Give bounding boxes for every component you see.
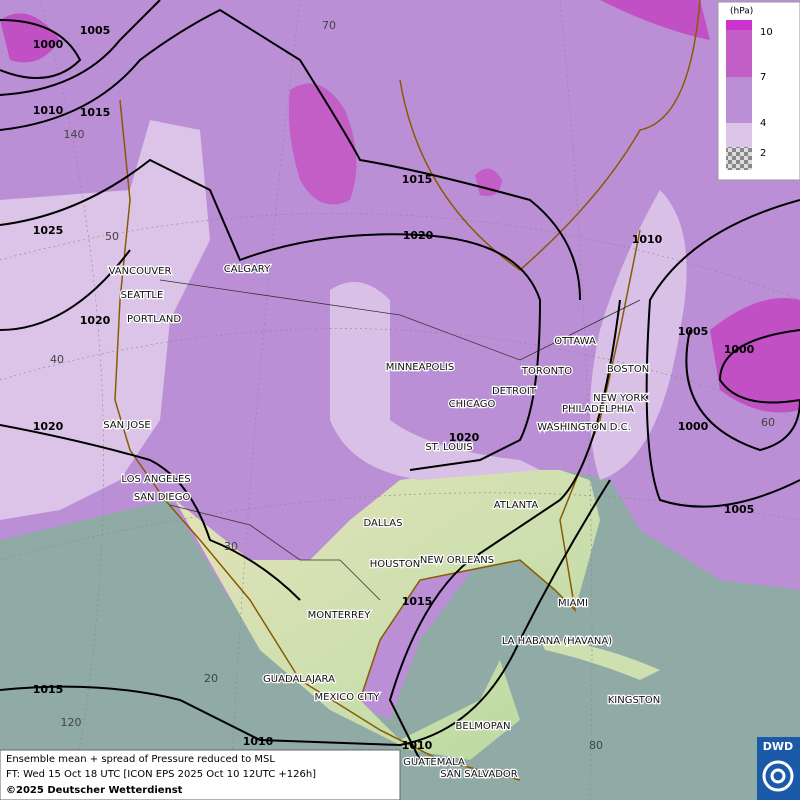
- isobars: [0, 0, 800, 761]
- isobar-label: 1000: [33, 38, 64, 51]
- city-label: KINGSTON: [608, 695, 661, 706]
- coastlines: [114, 0, 701, 781]
- isobar-label: 1025: [33, 224, 64, 237]
- high-spread: [475, 168, 502, 196]
- legend-level: 7: [760, 72, 766, 83]
- legend-level: 4: [760, 118, 766, 129]
- graticule-label: 20: [204, 672, 218, 685]
- city-label: PORTLAND: [127, 314, 181, 325]
- city-label: LA HABANA (HAVANA): [502, 636, 612, 647]
- cuba: [540, 640, 660, 680]
- low-spread-east: [590, 190, 687, 480]
- city-label: HOUSTON: [370, 559, 421, 570]
- borders: [159, 279, 641, 601]
- isobar-label: 1000: [678, 420, 709, 433]
- isobar-label: 1020: [80, 314, 111, 327]
- city-label: GUADALAJARA: [263, 674, 335, 685]
- graticule-label: 60: [761, 416, 775, 429]
- city-label: CHICAGO: [449, 399, 496, 410]
- legend-swatch: [726, 20, 752, 30]
- city-label: ST. LOUIS: [425, 442, 472, 453]
- low-spread-west: [0, 120, 210, 520]
- city-label: MIAMI: [558, 598, 588, 609]
- city-label: VANCOUVER: [109, 266, 172, 277]
- low-spread-central: [330, 282, 540, 480]
- high-spread: [710, 298, 800, 413]
- ocean: [0, 470, 800, 800]
- isobar-label: 1015: [402, 173, 433, 186]
- isobar-label: 1010: [243, 735, 274, 748]
- graticule-label: 50: [105, 230, 119, 243]
- legend-swatch: [726, 77, 752, 123]
- high-spread: [0, 13, 60, 63]
- caption-time: FT: Wed 15 Oct 18 UTC [ICON EPS 2025 Oct…: [6, 769, 316, 780]
- city-label: CALGARY: [224, 264, 271, 275]
- legend: (hPa): [717, 1, 800, 181]
- graticule-label: 120: [61, 716, 82, 729]
- isobar-label: 1010: [402, 739, 433, 752]
- isobar-label: 1015: [33, 683, 64, 696]
- logo-text: DWD: [763, 740, 793, 753]
- isobar-label: 1005: [80, 24, 111, 37]
- high-spread: [288, 83, 357, 205]
- city-label: SAN JOSE: [103, 420, 151, 431]
- city-label: BELMOPAN: [456, 721, 511, 732]
- city-label: MONTERREY: [308, 610, 372, 621]
- caption-box: [0, 749, 401, 800]
- legend-swatch: [726, 147, 752, 170]
- graticule-label: 30: [224, 540, 238, 553]
- city-label: OTTAWA: [554, 336, 596, 347]
- caption-title: Ensemble mean + spread of Pressure reduc…: [6, 754, 275, 765]
- isobar-label: 1005: [678, 325, 709, 338]
- isobar-label: 1000: [724, 343, 755, 356]
- city-label: WASHINGTON D.C.: [537, 422, 631, 433]
- isobar-label: 1020: [33, 420, 64, 433]
- graticule-label: 140: [64, 128, 85, 141]
- city-label: DETROIT: [492, 386, 537, 397]
- city-label: SAN DIEGO: [134, 492, 191, 503]
- city-label: SAN SALVADOR: [440, 769, 517, 780]
- isobar-label: 1015: [402, 595, 433, 608]
- city-label: PHILADELPHIA: [562, 404, 634, 415]
- city-label: NEW YORK: [593, 393, 647, 404]
- city-label: TORONTO: [521, 366, 572, 377]
- graticule-label: 70: [322, 19, 336, 32]
- city-label: ATLANTA: [494, 500, 539, 511]
- city-label: BOSTON: [607, 364, 649, 375]
- legend-swatch: [726, 123, 752, 147]
- caption-copyright: ©2025 Deutscher Wetterdienst: [6, 785, 183, 796]
- city-label: GUATEMALA: [403, 757, 465, 768]
- legend-swatch: [726, 30, 752, 77]
- city-label: MEXICO CITY: [315, 692, 381, 703]
- city-label: SEATTLE: [121, 290, 164, 301]
- logo-swirl: [762, 760, 794, 792]
- isobar-label: 1010: [632, 233, 663, 246]
- city-label: DALLAS: [364, 518, 403, 529]
- graticule-label: 40: [50, 353, 64, 366]
- city-label: MINNEAPOLIS: [386, 362, 454, 373]
- legend-unit: (hPa): [730, 7, 753, 17]
- graticule-label: 80: [589, 739, 603, 752]
- isobar-label: 1020: [403, 229, 434, 242]
- isobar-label: 1015: [80, 106, 111, 119]
- logo-swirl: [770, 768, 786, 784]
- isobar-label: 1005: [724, 503, 755, 516]
- isobar-label: 1020: [449, 431, 480, 444]
- legend-level: 2: [760, 148, 766, 159]
- city-label: LOS ANGELES: [121, 474, 190, 485]
- city-label: NEW ORLEANS: [420, 555, 494, 566]
- isobar-label: 1010: [33, 104, 64, 117]
- legend-level: 10: [760, 27, 773, 38]
- terrain: [175, 470, 600, 760]
- high-spread: [600, 0, 710, 40]
